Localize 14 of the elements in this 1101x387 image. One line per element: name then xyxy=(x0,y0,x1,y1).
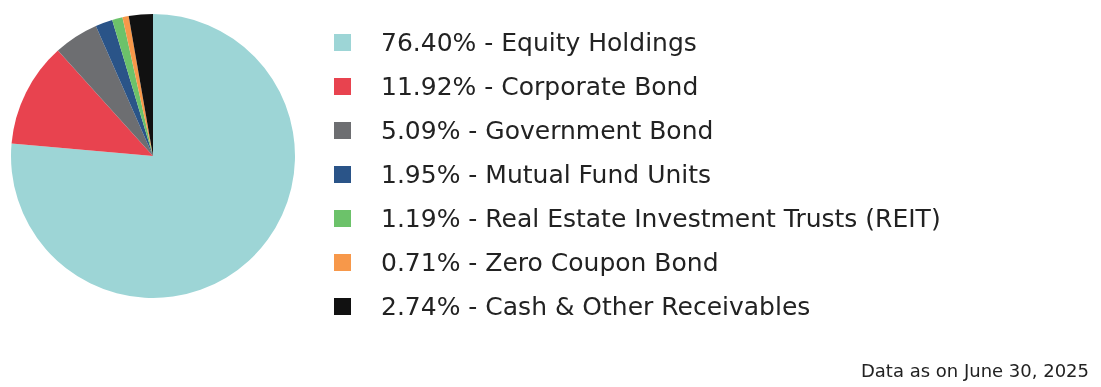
legend-label: 11.92% - Corporate Bond xyxy=(381,71,699,101)
pie-slice xyxy=(11,50,153,156)
legend-label: 1.19% - Real Estate Investment Trusts (REIT) xyxy=(381,203,941,233)
pie-slice xyxy=(122,16,153,156)
text: Data as on June 30, 2025 xyxy=(860,360,1089,381)
legend-label: 1.95% - Mutual Fund Units xyxy=(381,159,712,189)
pie-slice xyxy=(128,14,153,156)
legend-label: 2.74% - Cash & Other Receivables xyxy=(381,291,811,321)
legend-label: 0.71% - Zero Coupon Bond xyxy=(381,247,719,277)
legend-label: 5.09% - Government Bond xyxy=(381,115,714,145)
pie-slice xyxy=(95,19,153,156)
legend-label: 76.40% - Equity Holdings xyxy=(381,27,697,57)
pie-slice xyxy=(57,26,153,156)
pie-slice xyxy=(11,14,295,298)
